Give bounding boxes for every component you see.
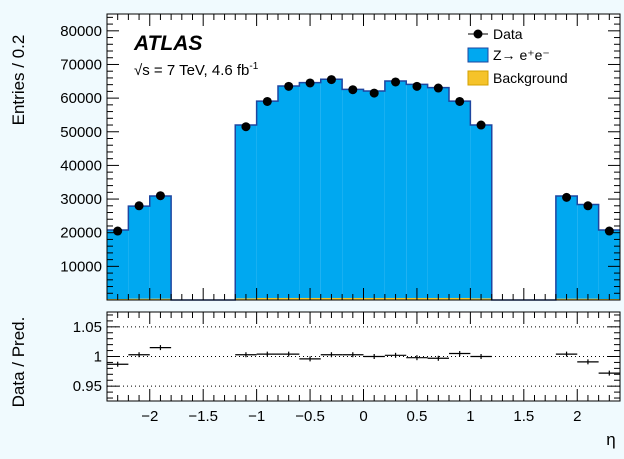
y-tick-label: 70000 [60, 56, 102, 73]
x-tick-label: −1.5 [188, 408, 218, 425]
signal-bar [128, 206, 150, 299]
data-point [348, 85, 358, 95]
x-tick-label: 0.5 [407, 408, 428, 425]
legend-data-marker [473, 29, 483, 39]
data-point [412, 81, 422, 91]
x-tick-label: 0 [359, 408, 367, 425]
data-point [241, 122, 251, 132]
ratio-frame-border [106, 311, 621, 402]
legend-background-label: Background [493, 70, 568, 86]
signal-bar [449, 101, 471, 298]
main-data-points [113, 75, 614, 236]
signal-bar [470, 125, 492, 299]
legend-data-label: Data [493, 26, 523, 42]
data-point [284, 81, 294, 91]
energy-lumi-label: √s = 7 TeV, 4.6 fb-1 [134, 61, 259, 79]
x-tick-label: −0.5 [295, 408, 325, 425]
signal-bar [299, 82, 321, 298]
y-tick-label: 60000 [60, 90, 102, 107]
x-tick-label: −1 [248, 408, 265, 425]
legend-item-data: Data [468, 26, 523, 42]
data-point [134, 201, 144, 211]
y-tick-label: 20000 [60, 225, 102, 242]
legend-background-swatch [467, 70, 489, 86]
signal-bar [598, 230, 620, 299]
data-point [455, 96, 465, 106]
data-point [433, 83, 443, 93]
signal-bar [427, 87, 449, 298]
atlas-label: ATLAS [133, 32, 202, 55]
legend-signal-label: Z→ e⁺e⁻ [493, 47, 550, 63]
signal-bar [149, 196, 172, 299]
main-y-axis-title: Entries / 0.2 [9, 35, 28, 126]
y-tick-label: 50000 [60, 124, 102, 141]
signal-bar [256, 101, 278, 298]
energy-lumi-text: √s = 7 TeV, 4.6 fb [134, 62, 249, 79]
ratio-y-tick-label: 0.95 [73, 378, 102, 395]
ratio-y-tick-label: 1 [94, 349, 102, 366]
x-tick-label: 1 [466, 408, 474, 425]
data-point [604, 226, 614, 236]
data-point [155, 191, 165, 201]
y-tick-label: 30000 [60, 191, 102, 208]
main-histogram [107, 78, 620, 301]
signal-bar [235, 125, 257, 299]
main-frame-border [106, 13, 621, 301]
x-tick-label: 2 [573, 408, 581, 425]
ratio-y-tick-label: 1.05 [73, 319, 102, 336]
legend: Data Z→ e⁺e⁻ Background [467, 26, 568, 86]
main-axes: 10000 20000 30000 40000 50000 60000 70000 80000 [60, 14, 621, 300]
data-point [262, 96, 272, 106]
signal-bar [577, 204, 599, 299]
data-point [326, 75, 336, 85]
data-point [305, 78, 315, 88]
data-point [391, 77, 401, 87]
legend-item-background: Background [467, 70, 568, 86]
lumi-exponent: -1 [249, 61, 258, 72]
legend-item-signal: Z→ e⁺e⁻ [467, 47, 550, 63]
signal-bar [384, 80, 407, 298]
y-tick-label: 40000 [60, 157, 102, 174]
signal-bar [363, 91, 385, 298]
data-point [476, 120, 486, 130]
signal-bar [555, 196, 578, 299]
data-point [113, 226, 123, 236]
ratio-data-points [107, 345, 620, 376]
x-tick-label: −2 [141, 408, 158, 425]
data-point [369, 88, 379, 98]
signal-bar [107, 230, 129, 299]
data-point [562, 192, 572, 202]
legend-signal-swatch [467, 47, 489, 63]
x-tick-label: 1.5 [513, 408, 534, 425]
ratio-y-axis-title: Data / Pred. [9, 317, 28, 408]
x-axis-title: η [606, 430, 615, 449]
signal-bar [342, 89, 364, 298]
y-tick-label: 10000 [60, 258, 102, 275]
signal-bar [320, 79, 343, 298]
data-point [583, 201, 593, 211]
y-tick-label: 80000 [60, 23, 102, 40]
signal-bar [278, 86, 300, 298]
signal-bar [406, 84, 428, 298]
